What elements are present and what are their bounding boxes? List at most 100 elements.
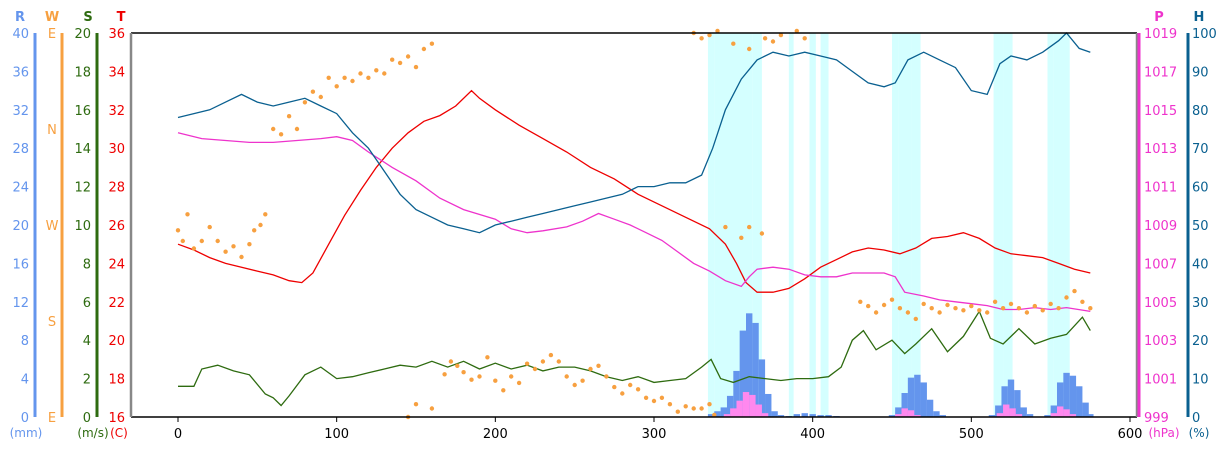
point-W-102 bbox=[1048, 301, 1053, 307]
bar-R-8 bbox=[758, 359, 766, 417]
bar-Rh-13 bbox=[1009, 408, 1016, 417]
point-W-111 bbox=[715, 28, 720, 34]
point-W-37 bbox=[429, 406, 435, 411]
x-tick-label-4: 400 bbox=[800, 427, 825, 442]
bar-R-1 bbox=[714, 411, 721, 417]
point-W-25 bbox=[358, 71, 363, 76]
bar-R-19 bbox=[888, 415, 896, 417]
rain-shade-2 bbox=[752, 33, 762, 417]
axis-R-tick-6: 24 bbox=[12, 181, 29, 196]
point-W-64 bbox=[643, 395, 649, 400]
line-S bbox=[178, 309, 1091, 407]
bar-R-27 bbox=[939, 415, 946, 417]
axis-R-tick-2: 8 bbox=[21, 334, 29, 349]
axis-P-tick-5: 1009 bbox=[1144, 219, 1177, 234]
point-W-62 bbox=[628, 382, 633, 388]
point-W-63 bbox=[635, 387, 641, 392]
point-W-47 bbox=[509, 374, 514, 379]
point-W-42 bbox=[469, 377, 474, 382]
bar-R-13 bbox=[793, 414, 800, 417]
axis-T-tick-1: 18 bbox=[108, 373, 125, 388]
axis-P-tick-3: 1005 bbox=[1144, 296, 1177, 311]
point-W-77 bbox=[759, 231, 765, 236]
point-W-4 bbox=[199, 238, 204, 244]
point-W-65 bbox=[651, 398, 657, 404]
point-W-10 bbox=[247, 242, 252, 247]
axis-H-tick-5: 50 bbox=[1192, 219, 1209, 234]
point-W-116 bbox=[778, 32, 784, 38]
axis-T-unit: (C) bbox=[110, 426, 128, 440]
bar-Rh-1 bbox=[730, 408, 737, 417]
bar-R-40 bbox=[1076, 386, 1083, 417]
point-W-107 bbox=[1088, 306, 1093, 311]
bar-Rh-17 bbox=[1063, 409, 1070, 417]
point-W-31 bbox=[405, 54, 411, 59]
axis-H-title: H bbox=[1194, 10, 1205, 25]
bar-R-4 bbox=[733, 370, 740, 417]
point-W-17 bbox=[294, 126, 300, 132]
point-W-103 bbox=[1056, 306, 1061, 311]
axis-S-title: S bbox=[83, 10, 92, 25]
bar-Rh-9 bbox=[907, 410, 915, 417]
axis-H-tick-4: 40 bbox=[1192, 257, 1209, 272]
axis-P-unit: (hPa) bbox=[1148, 426, 1179, 440]
axis-W-tick-1: S bbox=[48, 315, 56, 330]
point-W-55 bbox=[572, 382, 577, 388]
bar-R-42 bbox=[1087, 414, 1094, 417]
axis-H-tick-2: 20 bbox=[1192, 334, 1209, 349]
x-tick-label-0: 0 bbox=[174, 427, 182, 442]
point-W-29 bbox=[390, 57, 395, 62]
point-W-57 bbox=[588, 366, 593, 372]
point-W-60 bbox=[612, 384, 617, 390]
point-W-90 bbox=[953, 306, 958, 311]
bar-R-6 bbox=[746, 313, 753, 417]
rain-shade-6 bbox=[892, 33, 899, 417]
point-W-33 bbox=[421, 46, 427, 52]
plot-frame bbox=[129, 32, 1139, 418]
axis-R-tick-0: 0 bbox=[21, 411, 29, 426]
point-W-6 bbox=[215, 238, 220, 244]
point-W-26 bbox=[366, 75, 371, 81]
bar-R-24 bbox=[920, 382, 927, 417]
point-W-113 bbox=[747, 46, 752, 52]
point-W-46 bbox=[501, 388, 506, 393]
bar-R-22 bbox=[907, 377, 915, 417]
point-W-75 bbox=[739, 235, 744, 240]
rain-shade-12 bbox=[1053, 33, 1070, 417]
point-W-68 bbox=[675, 409, 680, 414]
point-W-71 bbox=[699, 406, 704, 411]
x-tick-label-2: 200 bbox=[483, 427, 508, 442]
axis-S-tick-0: 0 bbox=[83, 411, 91, 426]
axis-P-tick-8: 1015 bbox=[1144, 104, 1177, 119]
point-W-81 bbox=[881, 302, 887, 308]
axis-S-tick-5: 10 bbox=[74, 219, 91, 234]
rain-shade-5 bbox=[820, 33, 829, 417]
bar-Rh-5 bbox=[755, 404, 762, 417]
axis-R-title: R bbox=[15, 10, 25, 25]
point-W-13 bbox=[263, 212, 268, 217]
point-W-48 bbox=[516, 380, 522, 386]
point-W-92 bbox=[969, 303, 974, 309]
point-W-12 bbox=[258, 222, 263, 228]
point-W-101 bbox=[1040, 308, 1045, 313]
point-W-114 bbox=[762, 36, 768, 41]
axis-P-tick-4: 1007 bbox=[1144, 257, 1177, 272]
axis-P-tick-9: 1017 bbox=[1144, 65, 1177, 80]
axis-S-tick-1: 2 bbox=[83, 373, 91, 388]
bar-Rh-2 bbox=[736, 400, 743, 417]
rain-shade-7 bbox=[898, 33, 912, 417]
rain-shade-4 bbox=[809, 33, 816, 417]
point-W-118 bbox=[802, 36, 807, 41]
line-H bbox=[177, 32, 1091, 234]
axis-W-title: W bbox=[45, 10, 59, 25]
axis-T-tick-5: 26 bbox=[108, 219, 125, 234]
point-W-43 bbox=[477, 374, 482, 379]
axis-R-tick-4: 16 bbox=[12, 257, 29, 272]
point-W-52 bbox=[548, 352, 554, 358]
point-W-70 bbox=[691, 406, 696, 411]
point-W-49 bbox=[524, 361, 530, 366]
axis-S-tick-8: 16 bbox=[74, 104, 91, 119]
point-W-34 bbox=[429, 41, 435, 46]
point-W-58 bbox=[596, 363, 601, 368]
